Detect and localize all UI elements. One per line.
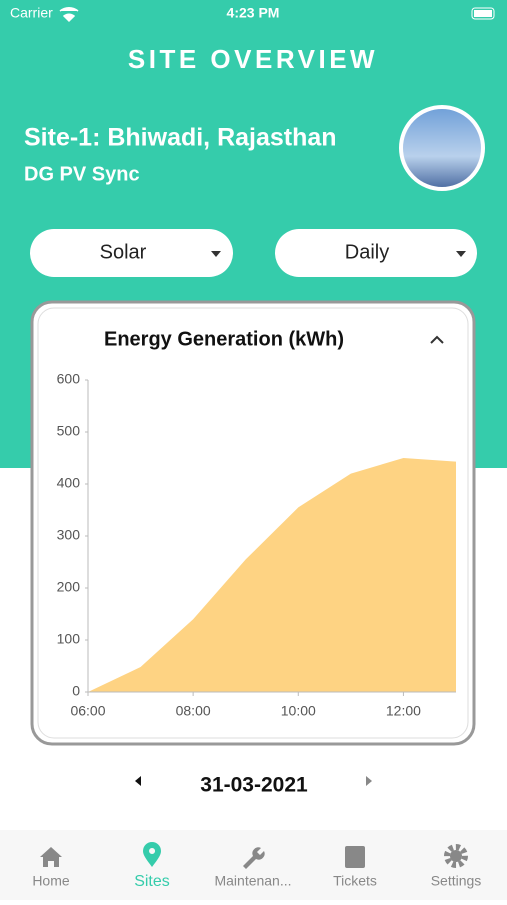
- dropdown-label: Daily: [345, 241, 389, 263]
- tab-label[interactable]: Home: [32, 873, 70, 889]
- maintenance-icon[interactable]: [243, 847, 265, 869]
- y-tick-label: 0: [72, 683, 80, 699]
- y-tick-label: 200: [57, 579, 81, 595]
- site-subtitle: DG PV Sync: [24, 163, 140, 185]
- page-title: SITE OVERVIEW: [128, 44, 378, 74]
- source-dropdown[interactable]: [30, 229, 233, 277]
- tickets-icon[interactable]: [345, 846, 365, 868]
- carrier: Carrier: [10, 5, 53, 21]
- y-tick-label: 500: [57, 423, 81, 439]
- tab-label[interactable]: Sites: [134, 873, 170, 890]
- plot: 0 100 200 300 400 500 600 06:00 08:00 10:00 12:00: [57, 371, 456, 719]
- period-dropdown[interactable]: [275, 229, 477, 277]
- battery: [471, 7, 495, 20]
- date-label: 31-03-2021: [200, 774, 308, 797]
- dropdown-arrow: [211, 251, 221, 257]
- dropdown-label: Solar: [100, 241, 147, 263]
- x-tick-label: 08:00: [176, 703, 211, 719]
- battery-level: [474, 10, 492, 17]
- area: [88, 458, 456, 692]
- x-tick-label: 06:00: [70, 703, 105, 719]
- x-tick-label: 12:00: [386, 703, 421, 719]
- tab-label[interactable]: Tickets: [333, 873, 377, 889]
- sites-icon[interactable]: [143, 842, 161, 867]
- y-tick-label: 100: [57, 631, 81, 647]
- tab-labels: Home Sites Maintenan... Tickets Settings: [32, 873, 481, 891]
- next-date[interactable]: [366, 776, 372, 786]
- y-tick-label: 400: [57, 475, 81, 491]
- y-tick-label: 600: [57, 371, 81, 387]
- tab-label[interactable]: Settings: [431, 873, 482, 889]
- x-tick-label: 10:00: [281, 703, 316, 719]
- site-photo[interactable]: [399, 105, 485, 191]
- tab-bar: [0, 830, 507, 900]
- y-tick-label: 300: [57, 527, 81, 543]
- settings-icon[interactable]: [444, 844, 468, 868]
- prev-date[interactable]: [135, 776, 141, 786]
- settings-icon-core: [450, 850, 462, 862]
- wifi-icon: [59, 7, 79, 23]
- home-icon[interactable]: [40, 847, 62, 867]
- collapse-icon[interactable]: [430, 335, 444, 344]
- chart-title: Energy Generation (kWh): [104, 328, 344, 350]
- site-name: Site-1: Bhiwadi, Rajasthan: [24, 124, 337, 152]
- dropdown-arrow: [456, 251, 466, 257]
- tab-label[interactable]: Maintenan...: [214, 873, 291, 889]
- time: 4:23 PM: [227, 5, 280, 21]
